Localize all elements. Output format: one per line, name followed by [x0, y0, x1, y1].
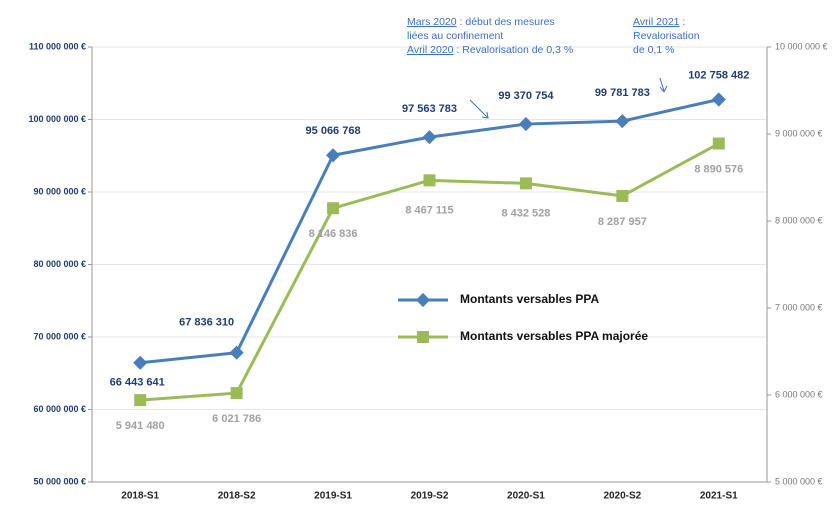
marker — [712, 137, 725, 150]
data-label: 8 467 115 — [405, 204, 453, 216]
marker — [711, 92, 726, 107]
x-tick-label: 2020-S2 — [603, 491, 641, 502]
annotation-part: Avril 2021 — [633, 16, 680, 28]
annotation: Mars 2020 : début des mesures — [407, 16, 555, 28]
x-tick-label: 2018-S1 — [121, 491, 159, 502]
annotation-part: de 0,1 % — [633, 44, 674, 56]
y-tick-label: 80 000 000 € — [33, 259, 86, 269]
marker — [327, 202, 340, 215]
x-tick-label: 2018-S2 — [218, 491, 256, 502]
marker — [134, 394, 147, 407]
y-tick-label: 70 000 000 € — [33, 331, 86, 341]
y-tick-label: 50 000 000 € — [33, 476, 86, 486]
annotation-part: : début des mesures — [457, 16, 555, 28]
data-label: 97 563 783 — [402, 103, 457, 115]
y-tick-label: 90 000 000 € — [33, 186, 86, 196]
y-tick-label: 60 000 000 € — [33, 404, 86, 414]
y2-tick-label: 5 000 000 € — [775, 476, 823, 486]
legend-label: Montants versables PPA — [460, 292, 599, 306]
annotation: Revalorisation — [633, 30, 700, 42]
annotation-arrow — [659, 77, 665, 92]
legend-marker — [417, 331, 429, 343]
annotation: Avril 2021 : — [633, 16, 685, 28]
y-tick-label: 100 000 000 € — [28, 114, 86, 124]
marker — [422, 130, 437, 145]
data-label: 95 066 768 — [306, 125, 361, 137]
marker — [133, 355, 148, 370]
annotation-arrow — [469, 99, 488, 118]
y2-tick-label: 6 000 000 € — [775, 389, 823, 399]
annotation: de 0,1 % — [633, 44, 674, 56]
x-tick-label: 2019-S1 — [314, 491, 352, 502]
annotation-arrowhead — [481, 111, 489, 119]
y-tick-label: 110 000 000 € — [29, 41, 86, 51]
marker — [230, 387, 243, 400]
x-tick-label: 2019-S2 — [411, 491, 449, 502]
annotation-arrowhead — [659, 85, 668, 93]
annotation: Avril 2020 : Revalorisation de 0,3 % — [407, 44, 573, 56]
data-label: 5 941 480 — [116, 420, 165, 432]
legend-label: Montants versables PPA majorée — [460, 329, 648, 343]
annotation: liées au confinement — [407, 30, 503, 42]
marker — [229, 345, 244, 360]
annotation-part: Avril 2020 — [407, 44, 454, 56]
annotation-part: liées au confinement — [407, 30, 503, 42]
annotation-part: : Revalorisation de 0,3 % — [454, 44, 574, 56]
marker — [616, 189, 629, 202]
marker — [615, 114, 630, 129]
x-tick-label: 2020-S1 — [507, 491, 545, 502]
marker — [518, 116, 533, 132]
y2-tick-label: 7 000 000 € — [775, 302, 823, 312]
marker — [519, 177, 532, 190]
data-label: 66 443 641 — [110, 377, 165, 389]
x-tick-label: 2021-S1 — [700, 491, 738, 502]
data-label: 99 370 754 — [498, 90, 554, 102]
annotation-part: : — [680, 16, 686, 28]
data-label: 6 021 786 — [212, 413, 261, 425]
data-label: 8 890 576 — [694, 163, 743, 175]
marker — [423, 174, 436, 187]
data-label: 8 432 528 — [501, 207, 550, 219]
marker — [326, 148, 341, 163]
legend-marker — [415, 292, 431, 308]
data-label: 8 287 957 — [598, 216, 647, 228]
data-label: 67 836 310 — [179, 317, 234, 329]
y2-tick-label: 9 000 000 € — [775, 128, 823, 138]
y2-tick-label: 10 000 000 € — [775, 41, 828, 51]
data-label: 99 781 783 — [595, 87, 650, 99]
y2-tick-label: 8 000 000 € — [775, 215, 823, 225]
data-label: 8 146 836 — [309, 228, 358, 240]
annotation-part: Mars 2020 — [407, 16, 457, 28]
annotation-part: Revalorisation — [633, 30, 700, 42]
data-label: 102 758 482 — [688, 69, 749, 81]
